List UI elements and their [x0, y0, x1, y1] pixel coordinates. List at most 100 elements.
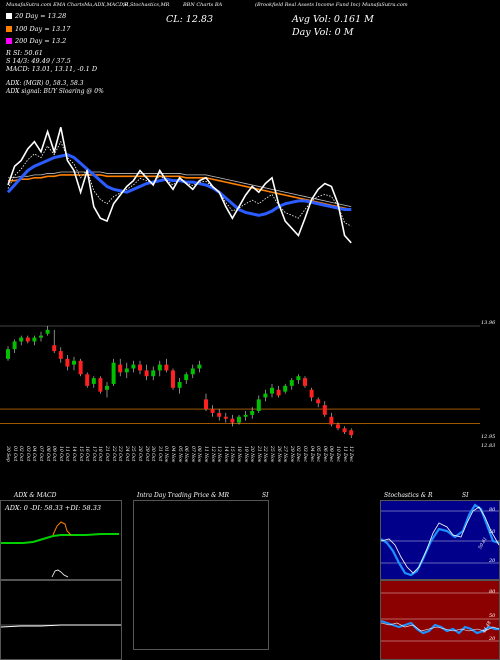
date-label: 10 Oct [57, 446, 63, 462]
candle-body [217, 412, 222, 417]
date-label: 30 Oct [150, 446, 156, 462]
date-label: 03 Dec [302, 446, 307, 462]
date-label: 25 Oct [130, 446, 136, 462]
adx-plot [1, 521, 119, 544]
avg-volume: Avg Vol: 0.161 M [292, 14, 374, 25]
date-label: 15 Oct [77, 446, 83, 462]
date-label: 20 Nov [249, 446, 255, 463]
stoch-panel: 80 50 20 50.61 [380, 500, 500, 580]
candle-body [58, 351, 63, 359]
date-label: 30 Sep [5, 446, 10, 462]
date-label: 07 Oct [38, 446, 43, 462]
date-label: 09 Oct [51, 446, 57, 462]
date-label: 13 Nov [216, 446, 222, 463]
date-label: 08 Nov [196, 446, 202, 463]
date-label: 11 Dec [341, 446, 347, 462]
candle-body [303, 378, 307, 386]
day-volume: Day Vol: 0 M [292, 27, 354, 38]
ema200-swatch [6, 38, 12, 44]
rsi-plot [380, 592, 500, 642]
candle-body [52, 345, 57, 352]
candle-body [151, 370, 156, 377]
rsi-tick-50: 50 [489, 613, 496, 619]
date-label: 08 Oct [44, 446, 50, 462]
ema20-blue-line [6, 153, 352, 217]
price-label-low1: 12.95 [481, 434, 496, 440]
candle-body [329, 416, 334, 425]
stoch-tick-80: 80 [489, 507, 496, 513]
candle-body [316, 399, 321, 404]
candlestick-chart [0, 325, 480, 438]
date-label: 06 Nov [183, 446, 189, 463]
date-label: 05 Nov [176, 446, 182, 463]
candle-body [32, 337, 37, 342]
rsi-panel: 80 50 20 44.48 [380, 580, 500, 660]
legend-rsi: R SI: 50.61 [6, 49, 43, 57]
date-label: 25 Nov [269, 446, 274, 463]
candle-body [210, 409, 215, 413]
candle-body [144, 370, 149, 377]
candle-body [322, 405, 327, 415]
date-label: 29 Nov [288, 446, 294, 463]
date-label: 21 Nov [255, 446, 261, 463]
date-label: 18 Nov [236, 446, 241, 463]
candle-body [6, 349, 10, 359]
date-label: 06 Dec [321, 446, 327, 462]
date-label: 26 Nov [275, 446, 281, 463]
rsi-tick-80: 80 [489, 589, 496, 595]
date-label: 22 Nov [262, 446, 268, 463]
date-label: 10 Dec [335, 446, 340, 462]
legend-ema100: 100 Day = 13.17 [6, 25, 70, 33]
macd-plot [0, 624, 121, 628]
date-label: 15 Nov [229, 446, 235, 463]
header-indicators: SI,Stochastics,MR [123, 2, 170, 8]
date-label: 01 Nov [163, 446, 169, 463]
candle-body [296, 376, 301, 381]
candle-body [171, 370, 175, 388]
adx-panel-title: ADX & MACD [14, 492, 57, 499]
date-label: 12 Nov [209, 446, 215, 463]
candle-body [78, 360, 83, 375]
adx-readout: ADX: 0 -DI: 58.33 +DI: 58.33 [5, 504, 101, 512]
candle-body [184, 374, 189, 381]
date-label: 01 Oct [11, 446, 17, 462]
date-label: 27 Nov [282, 446, 288, 463]
date-label: 11 Nov [203, 446, 208, 463]
ema20-label: 20 Day = 13.28 [15, 12, 67, 20]
candle-body [237, 416, 241, 423]
date-label: 02 Oct [18, 446, 24, 462]
price-label-low2: 12.83 [481, 443, 496, 449]
candle-body [65, 358, 70, 367]
candle-body [164, 364, 169, 371]
candle-body [124, 368, 129, 373]
candle-body [223, 416, 228, 419]
adx-panel: ADX: 0 -DI: 58.33 +DI: 58.33 [0, 500, 122, 580]
candle-body [39, 335, 43, 338]
candle-body [19, 337, 24, 342]
date-label: 07 Nov [189, 446, 195, 463]
macd-mini [51, 569, 69, 578]
legend-macd: MACD: 13.01, 13.11, -0.1 D [6, 65, 98, 73]
candle-body [256, 399, 261, 411]
intraday-panel [133, 500, 269, 650]
date-label: 24 Oct [123, 446, 129, 462]
candle-body [138, 364, 142, 371]
ema200-label: 200 Day = 13.2 [15, 37, 67, 45]
candle-body [105, 385, 109, 390]
legend-ema200: 200 Day = 13.2 [6, 37, 66, 45]
candle-body [190, 368, 195, 375]
date-label: 05 Dec [315, 446, 321, 462]
header-symbol: BBN Charts BA [183, 2, 223, 8]
header-source: MunafaSutra.com EMA ChartsMa,ADX,MACD,R [6, 2, 129, 8]
date-label: 22 Oct [110, 446, 116, 462]
candle-body [243, 414, 248, 417]
intraday-panel-suffix: SI [262, 492, 269, 499]
date-label: 04 Dec [308, 446, 314, 462]
ema100-label: 100 Day = 13.17 [15, 25, 71, 33]
close-price: CL: 12.83 [166, 14, 213, 25]
ema100-swatch [6, 26, 12, 32]
date-label: 17 Oct [90, 446, 96, 462]
date-label: 19 Nov [242, 446, 248, 463]
date-label: 04 Nov [170, 446, 175, 463]
candle-body [270, 387, 274, 394]
